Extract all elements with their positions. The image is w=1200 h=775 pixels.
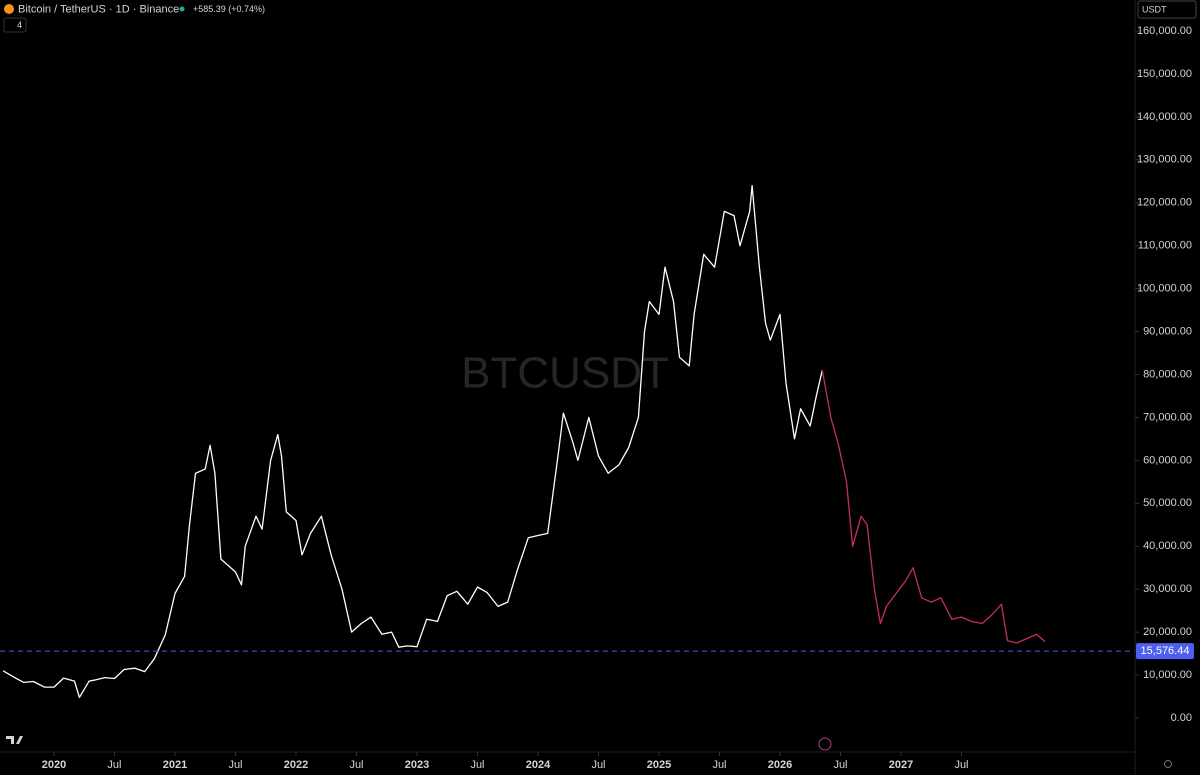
y-tick-label: 90,000.00: [1143, 325, 1192, 337]
settings-icon[interactable]: [1164, 760, 1172, 768]
x-tick-label: Jul: [591, 759, 605, 771]
x-tick-label: 2020: [42, 759, 66, 771]
y-tick-label: 130,000.00: [1137, 154, 1192, 166]
indicator-toggle[interactable]: [3, 17, 27, 33]
x-tick-label: 2024: [526, 759, 551, 771]
x-tick-label: 2027: [889, 759, 913, 771]
y-tick-label: 70,000.00: [1143, 411, 1192, 423]
x-tick-label: 2021: [163, 759, 187, 771]
y-tick-label: 100,000.00: [1137, 283, 1192, 295]
x-tick-label: 2025: [647, 759, 671, 771]
y-tick-label: 120,000.00: [1137, 197, 1192, 209]
currency-select[interactable]: [1137, 0, 1197, 19]
x-tick-label: Jul: [833, 759, 847, 771]
x-tick-label: Jul: [712, 759, 726, 771]
x-tick-label: Jul: [349, 759, 363, 771]
x-tick-label: 2023: [405, 759, 429, 771]
watermark: BTCUSDT: [461, 349, 669, 398]
y-tick-label: 160,000.00: [1137, 25, 1192, 37]
y-tick-label: 0.00: [1171, 712, 1192, 724]
y-tick-label: 80,000.00: [1143, 368, 1192, 380]
x-tick-label: Jul: [470, 759, 484, 771]
symbol-title[interactable]: Bitcoin / TetherUS · 1D · Binance: [18, 3, 179, 15]
status-dot: [179, 6, 185, 12]
symbol-icon: [4, 4, 14, 14]
y-tick-label: 10,000.00: [1143, 669, 1192, 681]
x-tick-label: Jul: [228, 759, 242, 771]
y-tick-label: 110,000.00: [1138, 240, 1192, 252]
y-tick-label: 30,000.00: [1143, 583, 1192, 595]
x-tick-label: Jul: [107, 759, 121, 771]
price-change: +585.39 (+0.74%): [193, 4, 265, 14]
y-tick-label: 150,000.00: [1137, 68, 1192, 80]
price-line: [2, 184, 823, 699]
y-tick-label: 20,000.00: [1143, 626, 1192, 638]
y-tick-label: 50,000.00: [1143, 497, 1192, 509]
price-label-box: [1136, 643, 1194, 660]
y-tick-label: 140,000.00: [1137, 111, 1192, 123]
x-tick-label: 2026: [768, 759, 792, 771]
price-label: 15,576.44: [1141, 645, 1190, 657]
x-tick-label: 2022: [284, 759, 308, 771]
tv-logo: [6, 736, 23, 744]
x-tick-label: Jul: [954, 759, 968, 771]
y-tick-label: 40,000.00: [1143, 540, 1192, 552]
currency-label: USDT: [1142, 4, 1167, 14]
y-tick-label: 60,000.00: [1143, 454, 1192, 466]
price-line: [821, 370, 1046, 644]
event-icon[interactable]: [818, 737, 832, 751]
indicator-count: 4: [17, 20, 22, 30]
